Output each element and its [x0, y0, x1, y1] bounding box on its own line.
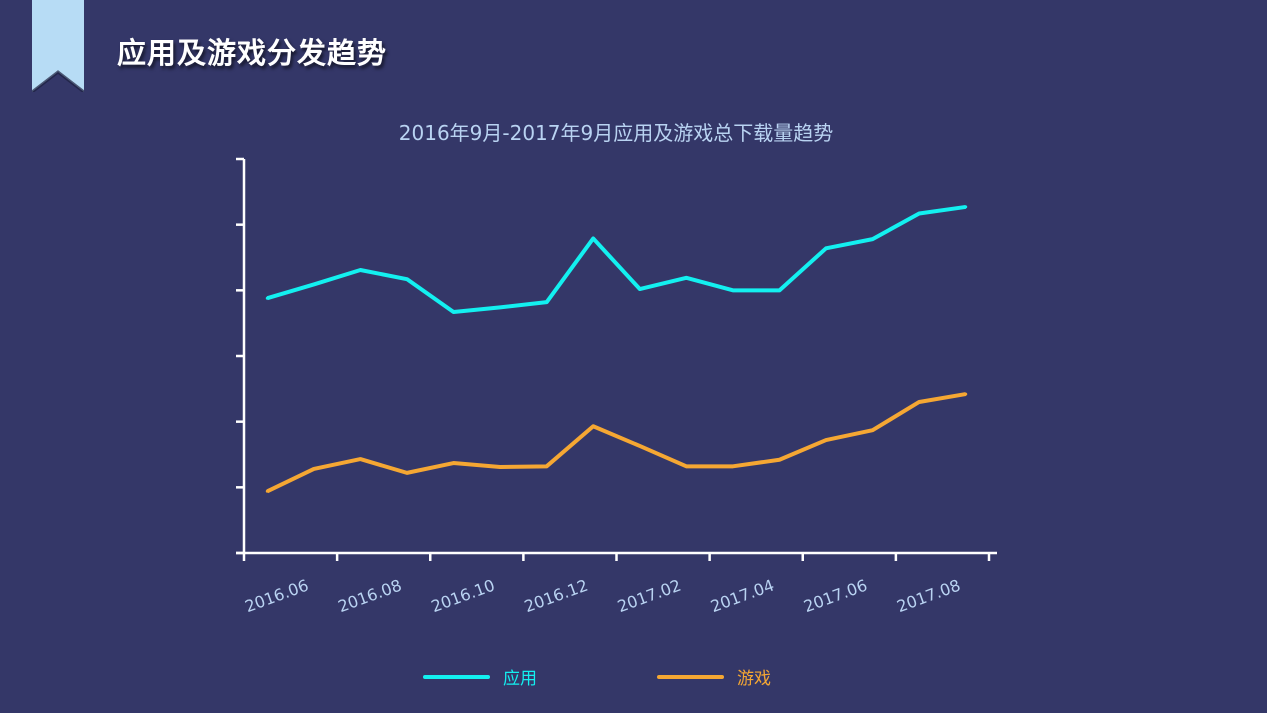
data-point: [358, 457, 362, 461]
legend-item-app[interactable]: 应用: [423, 664, 537, 689]
legend-label-game: 游戏: [737, 669, 771, 689]
legend-swatch-game: [657, 674, 724, 679]
data-point: [917, 212, 921, 216]
data-point: [545, 300, 549, 304]
data-point: [777, 458, 781, 462]
data-point: [265, 296, 269, 300]
legend-swatch-app: [423, 674, 490, 679]
x-tick-label: 2016.12: [522, 576, 591, 616]
data-point: [452, 310, 456, 314]
data-point: [498, 465, 502, 469]
data-point: [405, 471, 409, 475]
data-point: [265, 489, 269, 493]
data-point: [731, 464, 735, 468]
data-point: [312, 282, 316, 286]
data-point: [731, 288, 735, 292]
bookmark-ribbon-icon: [32, 0, 84, 92]
data-point: [312, 467, 316, 471]
data-point: [871, 237, 875, 241]
data-point: [964, 205, 968, 209]
x-tick-label: 2016.06: [242, 576, 311, 616]
x-tick-label: 2016.10: [429, 576, 498, 616]
series-line-1: [266, 392, 967, 494]
data-point: [824, 438, 828, 442]
data-point: [591, 424, 595, 428]
data-point: [917, 400, 921, 404]
chart-title: 2016年9月-2017年9月应用及游戏总下载量趋势: [398, 121, 834, 145]
x-tick-label: 2017.06: [801, 576, 870, 616]
data-point: [452, 461, 456, 465]
x-tick-label: 2016.08: [335, 576, 404, 616]
data-point: [777, 288, 781, 292]
data-point: [405, 277, 409, 281]
data-point: [498, 305, 502, 309]
x-tick-label: 2017.08: [894, 576, 963, 616]
data-point: [684, 276, 688, 280]
data-point: [638, 287, 642, 291]
legend-item-game[interactable]: 游戏: [657, 664, 771, 689]
page-title: 应用及游戏分发趋势: [117, 36, 388, 70]
data-point: [824, 246, 828, 250]
x-tick-label: 2017.04: [708, 576, 777, 616]
data-point: [358, 268, 362, 272]
data-point: [684, 464, 688, 468]
data-point: [638, 444, 642, 448]
data-point: [871, 428, 875, 432]
data-point: [591, 236, 595, 240]
data-point: [545, 464, 549, 468]
x-tick-label: 2017.02: [615, 576, 684, 616]
legend-label-app: 应用: [503, 669, 537, 689]
series-line-0: [266, 204, 966, 315]
data-point: [964, 392, 968, 396]
